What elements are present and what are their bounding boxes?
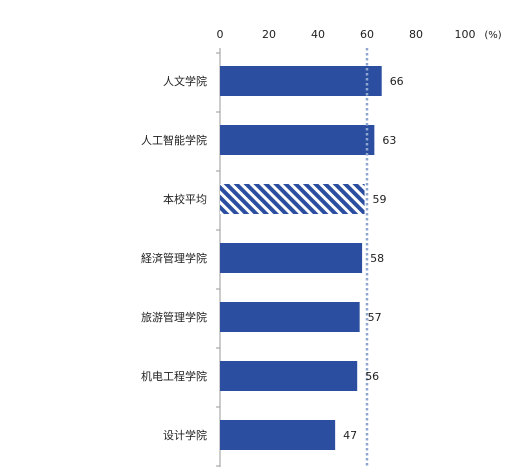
- value-label: 56: [365, 370, 379, 383]
- x-tick-label: 40: [311, 28, 325, 41]
- value-label: 58: [370, 252, 384, 265]
- bar: [220, 420, 336, 450]
- bar: [220, 125, 375, 155]
- bar-average: [220, 184, 365, 214]
- category-label: 设计学院: [163, 428, 207, 442]
- bar: [220, 361, 358, 391]
- x-tick-label: 0: [217, 28, 224, 41]
- category-label: 人文学院: [163, 74, 207, 88]
- x-tick-label: 20: [262, 28, 276, 41]
- x-tick-label: 60: [360, 28, 374, 41]
- value-label: 47: [343, 429, 357, 442]
- labels-layer: 人文学院 66 人工智能学院 63 本校平均 59 経済管理学院 58 旅游管理学院 57 机电工程…: [141, 74, 404, 442]
- category-label: 旅游管理学院: [141, 310, 207, 324]
- bar: [220, 243, 363, 273]
- x-tick-label: 100: [455, 28, 476, 41]
- bar: [220, 66, 382, 96]
- value-label: 57: [368, 311, 382, 324]
- x-axis-unit-label: (%): [484, 30, 501, 41]
- category-label: 机电工程学院: [141, 369, 207, 383]
- value-label: 66: [390, 75, 404, 88]
- value-label: 59: [373, 193, 387, 206]
- category-label: 経済管理学院: [141, 251, 207, 265]
- category-label: 人工智能学院: [141, 133, 207, 147]
- bars-layer: [220, 48, 382, 467]
- x-tick-label: 80: [409, 28, 423, 41]
- bar: [220, 302, 360, 332]
- value-label: 63: [382, 134, 396, 147]
- category-label: 本校平均: [163, 192, 207, 206]
- axis-layer: 0 20 40 60 80 100 (%): [216, 28, 502, 467]
